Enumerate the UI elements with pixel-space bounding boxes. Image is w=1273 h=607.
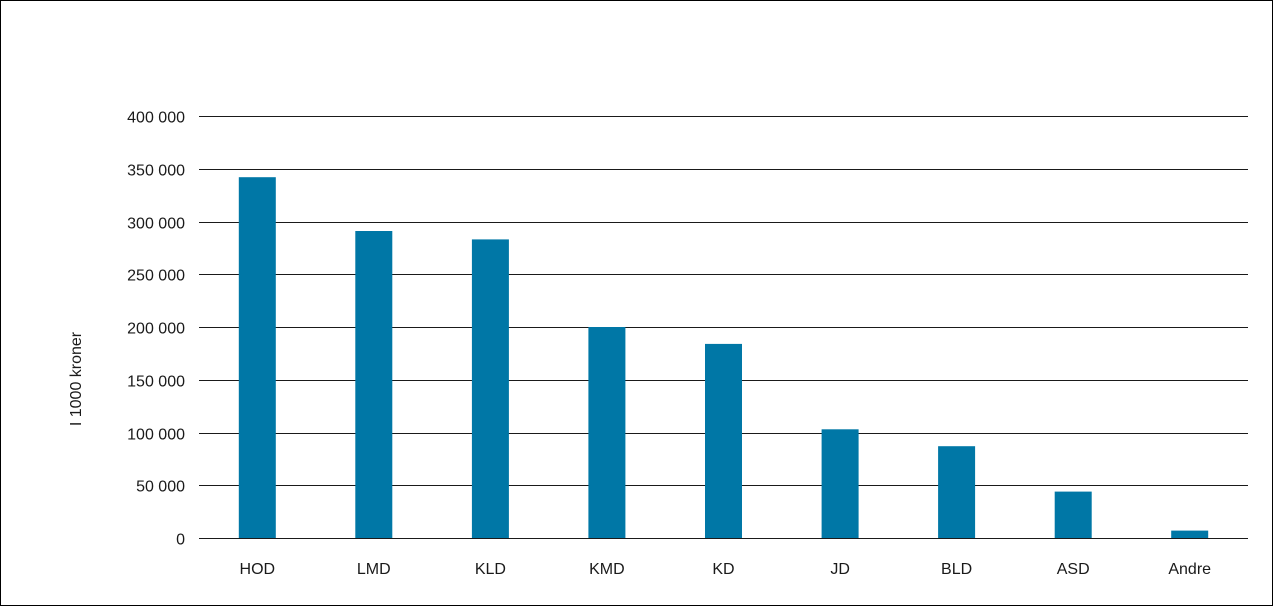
y-tick-label: 350 000: [127, 163, 185, 180]
x-tick-label: ASD: [1057, 561, 1090, 578]
bar-andre: [1171, 530, 1209, 538]
x-tick-label: BLD: [941, 561, 972, 578]
x-tick-label: LMD: [357, 561, 391, 578]
bar-jd: [821, 429, 859, 538]
y-axis-title: I 1000 kroner: [68, 331, 85, 426]
y-tick-label: 50 000: [136, 479, 185, 496]
y-tick-label: 400 000: [127, 110, 185, 127]
bar-lmd: [355, 231, 393, 538]
y-tick-label: 100 000: [127, 427, 185, 444]
bar-kd: [705, 343, 742, 538]
y-tick-label: 300 000: [127, 216, 185, 233]
bar-asd: [1054, 491, 1092, 538]
x-tick-label: HOD: [240, 561, 276, 578]
y-tick-labels: 0 50 000 100 000 150 000 200 000 250 000 300 0…: [127, 110, 185, 549]
x-tick-label: Andre: [1168, 561, 1211, 578]
x-tick-label: JD: [830, 561, 850, 578]
y-tick-label: 0: [176, 532, 185, 549]
bar-kmd: [588, 327, 626, 538]
y-tick-label: 200 000: [127, 321, 185, 338]
y-tick-label: 150 000: [127, 374, 185, 391]
bar-kld: [471, 239, 509, 538]
x-tick-label: KD: [712, 561, 734, 578]
bar-bld: [938, 446, 976, 538]
x-tick-labels: HOD LMD KLD KMD KD JD BLD ASD Andre: [240, 561, 1212, 578]
bar-hod: [238, 177, 276, 538]
bars: [238, 177, 1209, 538]
x-tick-label: KMD: [589, 561, 625, 578]
y-tick-label: 250 000: [127, 268, 185, 285]
x-tick-label: KLD: [475, 561, 506, 578]
